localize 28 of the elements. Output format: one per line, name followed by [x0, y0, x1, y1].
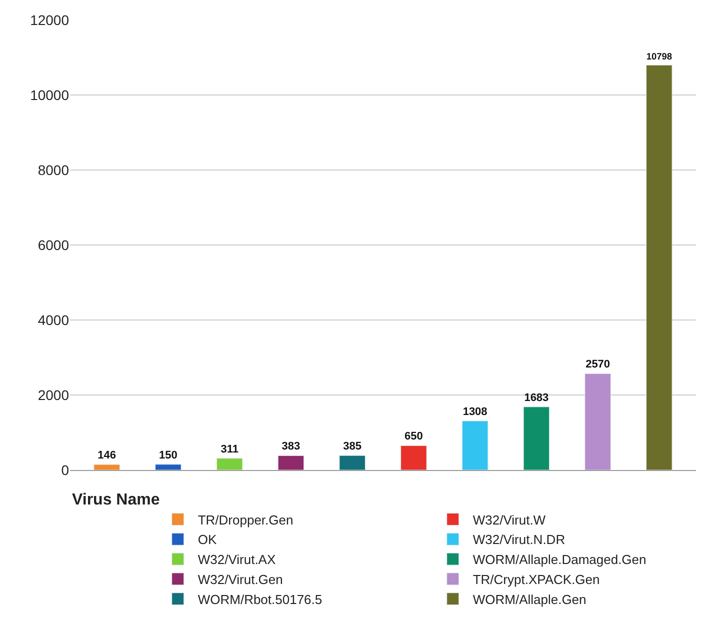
legend-label: W32/Virut.W [472, 512, 546, 528]
legend-label: TR/Crypt.XPACK.Gen [472, 572, 600, 588]
legend-label: WORM/Allaple.Damaged.Gen [472, 552, 646, 568]
y-tick-label: 8000 [38, 162, 70, 178]
y-tick-label: 2000 [38, 386, 70, 403]
y-tick-label: 0 [61, 462, 70, 478]
data-label: 1683 [524, 392, 549, 404]
data-label: 150 [159, 449, 178, 462]
y-tick-label: 6000 [38, 236, 70, 253]
y-tick-label: 4000 [38, 312, 70, 328]
legend-label: W32/Virut.AX [198, 552, 276, 568]
data-label: 10798 [646, 52, 672, 62]
y-tick-label: 10000 [30, 86, 70, 103]
data-label: 385 [343, 440, 362, 453]
data-label: 383 [282, 440, 300, 453]
y-tick-label: 12000 [30, 12, 70, 28]
legend-label: TR/Dropper.Gen [198, 512, 294, 528]
legend-label: OK [198, 532, 217, 548]
data-label: 2570 [586, 358, 610, 371]
data-label: 146 [98, 450, 116, 462]
legend-label: WORM/Allaple.Gen [472, 592, 586, 607]
data-label: 311 [220, 443, 238, 456]
legend-label: W32/Virut.Gen [198, 572, 283, 588]
data-label: 1308 [462, 406, 488, 418]
legend-label: W32/Virut.N.DR [472, 532, 566, 548]
legend-label: WORM/Rbot.50176.5 [198, 592, 322, 607]
legend-title: Virus Name [72, 491, 160, 508]
data-label: 650 [404, 430, 423, 443]
